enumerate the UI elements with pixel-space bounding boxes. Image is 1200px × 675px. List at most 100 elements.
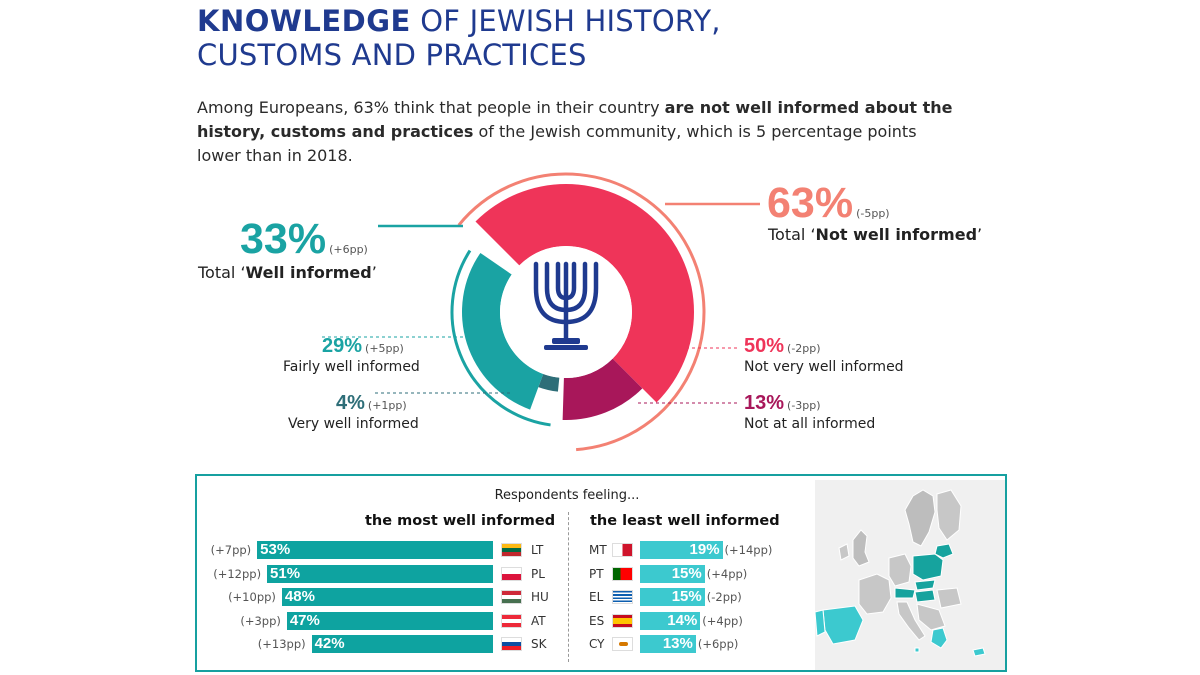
total-well-change: (+6pp) — [329, 243, 368, 256]
column-divider — [568, 512, 569, 662]
seg-very-pct: 4% (+1pp) — [336, 392, 407, 417]
bar-least-mt: 19% — [640, 541, 723, 559]
map-spain — [822, 605, 864, 645]
bar-change: (-2pp) — [706, 590, 742, 604]
country-code: PT — [589, 566, 604, 581]
flag-es-icon — [612, 613, 633, 628]
country-code: HU — [531, 590, 549, 604]
map-germany — [888, 553, 912, 587]
flag-at-icon — [501, 613, 522, 628]
menorah-icon — [533, 261, 599, 350]
total-notwell-bold: Not well informed — [815, 225, 978, 244]
donut-chart — [322, 172, 760, 452]
panel-heading: Respondents feeling... — [494, 488, 640, 503]
country-code: ES — [589, 613, 605, 628]
bar-change: (+4pp) — [706, 566, 748, 581]
country-ranking-panel: Respondents feeling... the most well inf… — [195, 474, 1007, 672]
seg-fairly-label: Fairly well informed — [283, 359, 420, 375]
map-france — [858, 573, 892, 615]
bar-least-el: 15% — [640, 588, 705, 606]
seg-notvery-pct: 50% (-2pp) — [744, 335, 821, 360]
country-code: EL — [589, 590, 604, 604]
seg-fairly-change: (+5pp) — [365, 342, 404, 355]
donut-seg-very-well — [538, 373, 560, 392]
bar-least-pt: 15% — [640, 564, 705, 583]
flag-el-icon — [612, 590, 633, 604]
map-ireland — [838, 543, 850, 561]
bar-change: (+3pp) — [240, 613, 281, 628]
country-code: MT — [589, 543, 607, 557]
donut-seg-fairly-well — [461, 252, 544, 410]
col-head-most: the most well informed — [365, 513, 556, 529]
title-line2: CUSTOMS AND PRACTICES — [197, 38, 587, 72]
intro-paragraph: Among Europeans, 63% think that people i… — [197, 96, 957, 168]
page-title: KNOWLEDGE OF JEWISH HISTORY, CUSTOMS AND… — [197, 4, 721, 72]
seg-fairly-pct: 29% (+5pp) — [322, 335, 404, 360]
map-hungary — [914, 589, 936, 603]
seg-notvery-change: (-2pp) — [787, 342, 821, 355]
total-well-pct-value: 33% — [240, 215, 327, 263]
flag-pt-icon — [612, 566, 633, 581]
bar-value: 51% — [270, 564, 301, 582]
map-portugal — [815, 609, 826, 637]
map-lithuania — [934, 543, 954, 559]
bar-most-at: 47% — [286, 611, 493, 630]
bar-change: (+7pp) — [210, 543, 252, 557]
total-notwell-prefix: Total ‘ — [768, 225, 816, 244]
map-slovakia — [914, 579, 936, 591]
flag-pl-icon — [501, 566, 522, 581]
bar-most-pl: 51% — [267, 564, 493, 583]
seg-notatall-pct-value: 13% — [744, 392, 785, 414]
country-code: CY — [589, 637, 605, 651]
map-italy — [896, 601, 926, 641]
bar-value: 15% — [671, 564, 702, 582]
bar-change: (+13pp) — [257, 637, 306, 651]
donut-seg-not-very-well — [475, 184, 694, 403]
flag-hu-icon — [501, 590, 522, 604]
total-well-informed-label: Total ‘Well informed’ — [198, 263, 377, 282]
bar-value: 15% — [671, 588, 702, 605]
map-romania — [936, 587, 962, 609]
seg-notatall-label: Not at all informed — [744, 416, 876, 432]
donut-total-well-arc — [450, 249, 551, 427]
bar-value: 53% — [260, 541, 291, 558]
col-head-least: the least well informed — [590, 513, 780, 529]
intro-part1: Among Europeans, 63% think that people i… — [197, 98, 665, 117]
map-greece — [930, 627, 948, 649]
total-notwell-suffix: ’ — [977, 225, 983, 244]
total-well-bold: Well informed — [245, 263, 372, 282]
bar-change: (+14pp) — [724, 543, 773, 557]
flag-cy-map-mark — [619, 642, 628, 646]
bar-value: 47% — [289, 611, 320, 629]
map-balkans — [916, 603, 946, 631]
country-code: PL — [531, 566, 545, 581]
total-well-prefix: Total ‘ — [198, 263, 246, 282]
country-code: SK — [531, 637, 547, 651]
map-malta — [914, 647, 920, 653]
seg-very-pct-value: 4% — [336, 392, 365, 414]
map-poland — [912, 553, 944, 581]
bar-most-hu: 48% — [281, 588, 493, 606]
country-code: LT — [531, 543, 544, 557]
seg-notatall-change: (-3pp) — [787, 399, 821, 412]
bar-value: 19% — [689, 541, 720, 558]
bar-change: (+10pp) — [228, 590, 276, 604]
seg-very-change: (+1pp) — [367, 399, 407, 412]
seg-fairly-pct-value: 29% — [322, 335, 363, 357]
total-well-suffix: ’ — [371, 263, 377, 282]
bar-most-sk: 42% — [311, 635, 493, 653]
total-not-well-informed-pct: 63% (-5pp) — [767, 180, 890, 237]
bar-change: (+12pp) — [213, 566, 262, 581]
total-well-informed-pct: 33% (+6pp) — [240, 216, 368, 273]
total-notwell-pct-value: 63% — [767, 179, 854, 227]
flag-sk-icon — [501, 637, 522, 651]
map-cyprus — [972, 647, 986, 657]
map-finland — [936, 489, 962, 541]
bar-least-cy: 13% — [640, 635, 696, 653]
bar-value: 42% — [314, 635, 345, 652]
country-code: AT — [531, 613, 546, 628]
bar-most-lt: 53% — [257, 541, 493, 559]
bar-value: 13% — [662, 635, 693, 652]
bar-change: (+6pp) — [697, 637, 739, 651]
title-line1-rest: OF JEWISH HISTORY, — [410, 4, 721, 38]
